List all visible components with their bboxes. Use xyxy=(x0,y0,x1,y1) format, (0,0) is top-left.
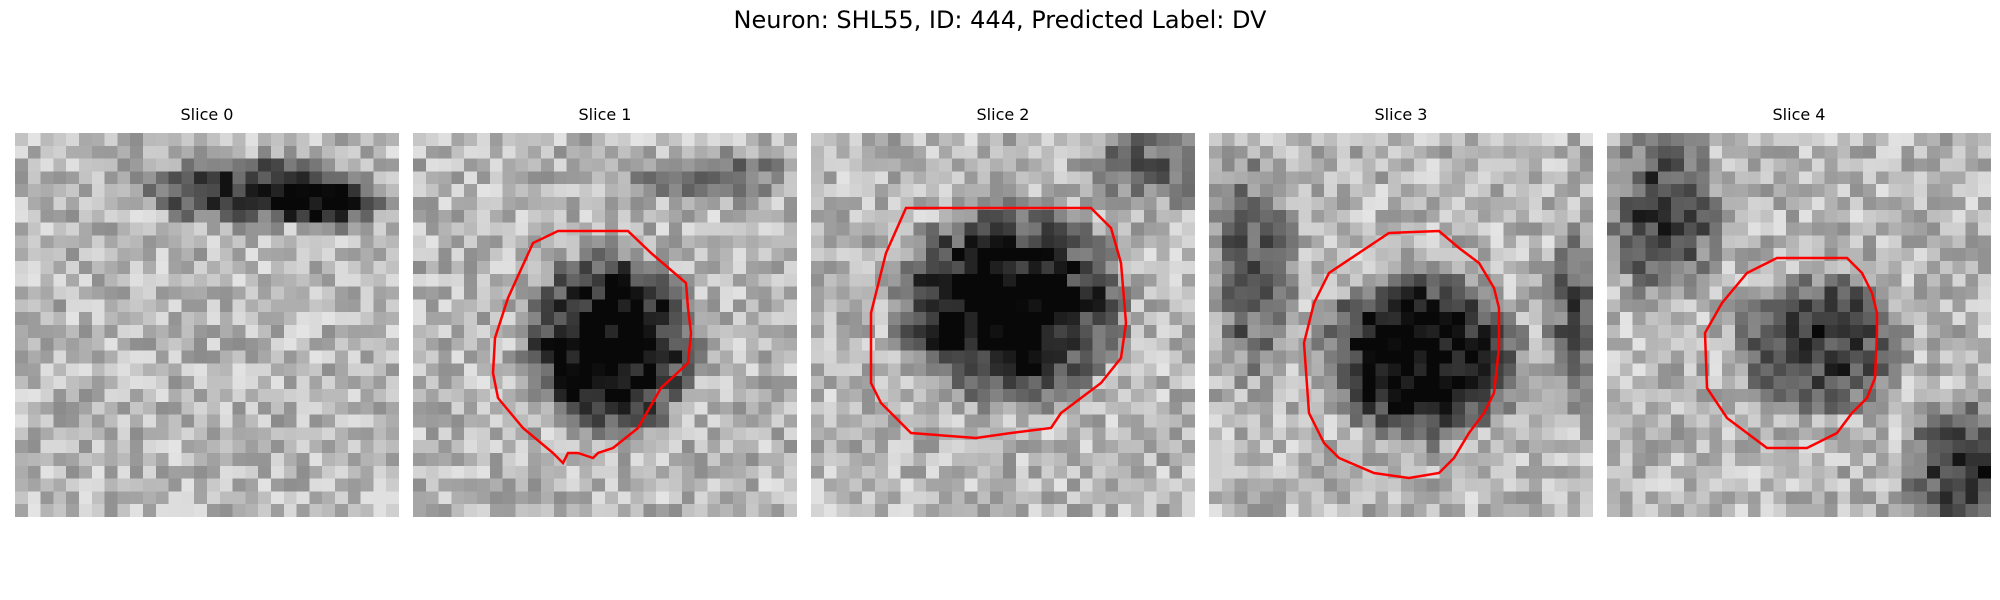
segmentation-contour-3 xyxy=(1302,229,1501,480)
slice-title-2: Slice 2 xyxy=(976,105,1030,124)
segmentation-contour-4 xyxy=(1703,256,1879,450)
slice-title-4: Slice 4 xyxy=(1772,105,1826,124)
slice-title-1: Slice 1 xyxy=(578,105,632,124)
slice-image-0 xyxy=(15,133,399,517)
slice-image-4 xyxy=(1607,133,1991,517)
slice-image-1 xyxy=(413,133,797,517)
segmentation-contour-2 xyxy=(869,206,1128,440)
slice-image-2 xyxy=(811,133,1195,517)
slice-title-3: Slice 3 xyxy=(1374,105,1428,124)
figure-title: Neuron: SHL55, ID: 444, Predicted Label:… xyxy=(733,6,1267,34)
segmentation-contour-1 xyxy=(491,229,693,466)
slice-image-3 xyxy=(1209,133,1593,517)
slice-title-0: Slice 0 xyxy=(180,105,234,124)
